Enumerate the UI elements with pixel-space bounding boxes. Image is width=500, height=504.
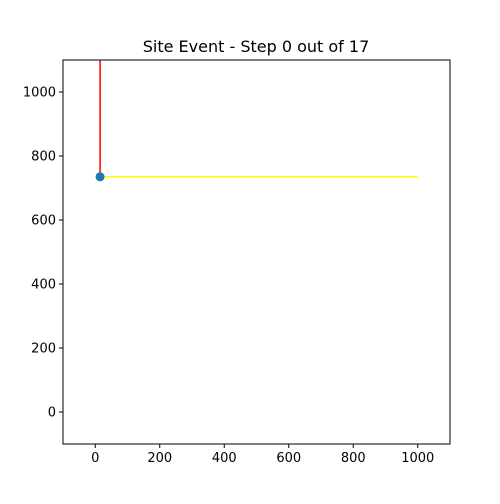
x-tick-label-2: 400 (212, 451, 237, 466)
chart-title: Site Event - Step 0 out of 17 (143, 37, 370, 56)
data-point-0 (95, 172, 105, 182)
y-tick-label-3: 600 (31, 214, 56, 229)
x-tick-label-3: 600 (276, 451, 301, 466)
x-tick-label-1: 200 (147, 451, 172, 466)
y-tick-label-5: 1000 (23, 86, 56, 101)
segments-group (99, 60, 418, 178)
x-tick-label-4: 800 (341, 451, 366, 466)
axes-frame (62, 59, 451, 445)
plot-area: 0 200 400 600 800 1000 0 200 400 600 800 1000 (23, 59, 451, 466)
y-tick-label-2: 400 (31, 278, 56, 293)
x-tick-label-0: 0 (91, 451, 99, 466)
y-tick-label-0: 0 (48, 406, 56, 421)
y-tick-label-4: 800 (31, 150, 56, 165)
y-tick-label-1: 200 (31, 342, 56, 357)
x-tick-label-5: 1000 (401, 451, 434, 466)
